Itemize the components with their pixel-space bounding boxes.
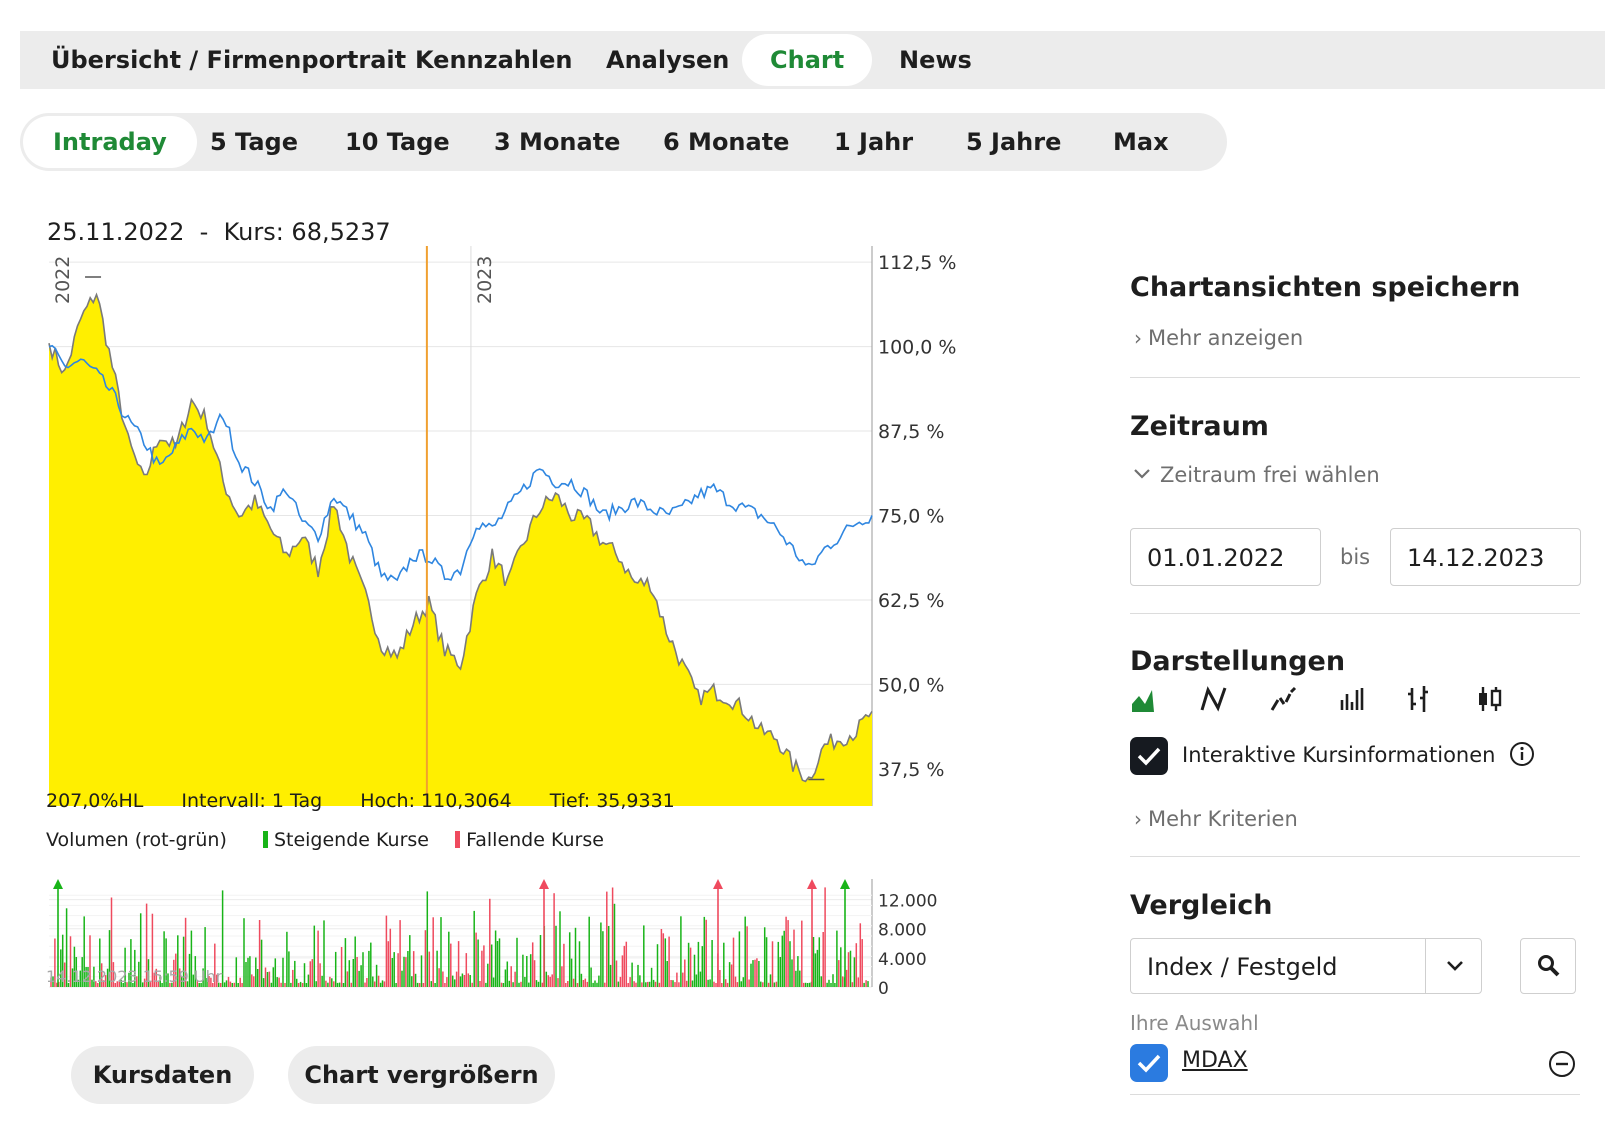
year-label: 2022 — [52, 256, 74, 304]
y-tick-label: 87,5 % — [878, 421, 944, 443]
save-views-title: Chartansichten speichern — [1130, 272, 1521, 303]
volume-overflow-arrow — [807, 879, 817, 889]
vergleich-title: Vergleich — [1130, 890, 1273, 921]
range-5-days[interactable]: 5 Tage — [210, 128, 298, 156]
dotted-line-chart-icon[interactable] — [1268, 684, 1300, 714]
data-timestamp: 14.12.2023 15:59 Uhr — [46, 967, 223, 986]
select-divider — [1425, 939, 1426, 993]
from-date-input[interactable]: 01.01.2022 — [1130, 528, 1321, 586]
enlarge-chart-button[interactable]: Chart vergrößern — [288, 1046, 555, 1104]
range-10-days[interactable]: 10 Tage — [345, 128, 450, 156]
hl-value: 207,0%HL — [46, 790, 144, 812]
ohlc-chart-icon[interactable] — [1404, 684, 1436, 714]
chevron-down-icon — [1134, 469, 1150, 479]
price-area — [49, 294, 872, 806]
volume-tick-label: 4.000 — [878, 950, 927, 970]
your-choice-label: Ihre Auswahl — [1130, 1011, 1259, 1035]
volume-legend-title: Volumen (rot-grün) — [46, 829, 227, 851]
chevron-right-icon: › — [1134, 326, 1142, 350]
area-chart-icon[interactable] — [1130, 684, 1162, 714]
price-line — [48, 292, 873, 783]
rising-legend-label: Steigende Kurse — [273, 829, 429, 851]
candlestick-chart-icon[interactable] — [1474, 684, 1506, 714]
range-intraday[interactable]: Intraday — [23, 116, 197, 168]
compare-select-value: Index / Festgeld — [1147, 953, 1338, 981]
y-tick-label: 75,0 % — [878, 505, 944, 527]
bar-chart-icon[interactable] — [1336, 684, 1368, 714]
show-more-link[interactable]: › Mehr anzeigen — [1134, 326, 1304, 350]
chart-stats: 207,0%HL Intervall: 1 Tag Hoch: 110,3064… — [46, 790, 675, 812]
tab-news[interactable]: News — [899, 46, 972, 74]
range-3-months[interactable]: 3 Monate — [494, 128, 621, 156]
tab-analysen[interactable]: Analysen — [606, 46, 730, 74]
checkmark-icon — [1137, 747, 1161, 766]
chevron-right-icon: › — [1134, 807, 1142, 831]
volume-overflow-arrow — [840, 879, 850, 889]
divider — [1130, 856, 1580, 857]
range-5-years[interactable]: 5 Jahre — [966, 128, 1062, 156]
chevron-down-icon — [1447, 961, 1463, 971]
interval-value: Intervall: 1 Tag — [181, 790, 323, 812]
y-tick-label: 100,0 % — [878, 337, 957, 359]
info-icon[interactable] — [1509, 741, 1535, 767]
more-criteria-link[interactable]: › Mehr Kriterien — [1134, 807, 1298, 831]
price-chart[interactable]: 112,5 % 100,0 % 87,5 % 75,0 % 62,5 % 50,0 % 37… — [0, 0, 1020, 1010]
divider — [1130, 1094, 1580, 1095]
volume-legend: Volumen (rot-grün) Steigende Kurse Falle… — [46, 829, 604, 851]
y-tick-label: 62,5 % — [878, 590, 944, 612]
main-tab-bar: Übersicht / Firmenportrait Kennzahlen An… — [20, 31, 1605, 89]
free-period-toggle[interactable]: Zeitraum frei wählen — [1134, 463, 1380, 487]
falling-legend-label: Fallende Kurse — [466, 829, 604, 851]
darstellungen-title: Darstellungen — [1130, 646, 1346, 677]
zeitraum-title: Zeitraum — [1130, 411, 1269, 442]
compare-select[interactable]: Index / Festgeld — [1130, 938, 1482, 994]
divider — [1130, 613, 1580, 614]
tab-kennzahlen[interactable]: Kennzahlen — [415, 46, 573, 74]
falling-legend-swatch — [455, 831, 461, 848]
checkmark-icon — [1137, 1054, 1161, 1073]
y-tick-label: 112,5 % — [878, 252, 957, 274]
high-value: Hoch: 110,3064 — [360, 790, 512, 812]
year-label: 2023 — [474, 256, 496, 304]
search-icon — [1538, 955, 1560, 977]
volume-overflow-arrow — [713, 879, 723, 889]
range-6-months[interactable]: 6 Monate — [663, 128, 790, 156]
mdax-compare-line — [48, 344, 873, 582]
volume-tick-label: 12.000 — [878, 892, 937, 912]
interactive-info-label: Interaktive Kursinformationen — [1182, 743, 1496, 767]
compare-search-button[interactable] — [1520, 938, 1576, 994]
volume-overflow-arrow — [539, 879, 549, 889]
mdax-link[interactable]: MDAX — [1182, 1048, 1248, 1073]
line-chart-icon[interactable] — [1198, 684, 1230, 714]
chart-hover-info: 25.11.2022 - Kurs: 68,5237 — [47, 218, 391, 246]
time-range-selector: Intraday 5 Tage 10 Tage 3 Monate 6 Monat… — [20, 113, 1227, 171]
rising-legend-swatch — [262, 831, 268, 848]
kursdaten-button[interactable]: Kursdaten — [71, 1046, 254, 1104]
to-date-input[interactable]: 14.12.2023 — [1390, 528, 1581, 586]
mdax-checkbox[interactable] — [1130, 1044, 1168, 1082]
remove-circle-icon[interactable] — [1548, 1050, 1576, 1078]
tab-overview[interactable]: Übersicht / Firmenportrait — [51, 46, 407, 74]
volume-overflow-arrow — [53, 879, 63, 889]
volume-tick-label: 0 — [878, 979, 889, 999]
divider — [1130, 377, 1580, 378]
y-tick-label: 37,5 % — [878, 759, 944, 781]
volume-tick-label: 8.000 — [878, 921, 927, 941]
low-value: Tief: 35,9331 — [549, 790, 675, 812]
range-max[interactable]: Max — [1113, 128, 1169, 156]
range-1-year[interactable]: 1 Jahr — [834, 128, 914, 156]
interactive-info-checkbox[interactable] — [1130, 737, 1168, 775]
bis-label: bis — [1340, 545, 1371, 569]
y-tick-label: 50,0 % — [878, 674, 944, 696]
tab-chart[interactable]: Chart — [742, 34, 873, 86]
